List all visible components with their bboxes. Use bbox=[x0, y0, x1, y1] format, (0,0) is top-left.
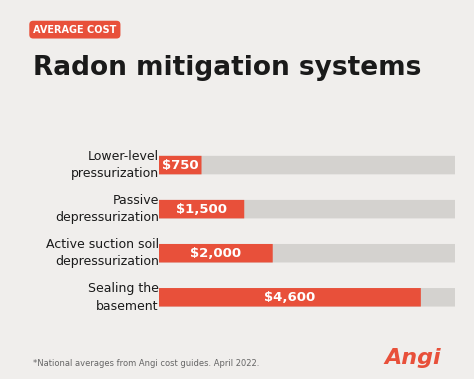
Text: *National averages from Angi cost guides. April 2022.: *National averages from Angi cost guides… bbox=[33, 359, 260, 368]
FancyBboxPatch shape bbox=[159, 200, 455, 218]
FancyBboxPatch shape bbox=[159, 156, 455, 174]
Text: Angi: Angi bbox=[384, 348, 441, 368]
FancyBboxPatch shape bbox=[159, 200, 244, 218]
Text: AVERAGE COST: AVERAGE COST bbox=[33, 25, 117, 34]
FancyBboxPatch shape bbox=[159, 288, 455, 307]
Text: Lower-level
pressurization: Lower-level pressurization bbox=[71, 150, 159, 180]
FancyBboxPatch shape bbox=[159, 288, 421, 307]
FancyBboxPatch shape bbox=[159, 156, 201, 174]
FancyBboxPatch shape bbox=[159, 244, 273, 263]
Text: $1,500: $1,500 bbox=[176, 203, 227, 216]
Text: Sealing the
basement: Sealing the basement bbox=[88, 282, 159, 313]
Text: Passive
depressurization: Passive depressurization bbox=[55, 194, 159, 224]
Text: $4,600: $4,600 bbox=[264, 291, 316, 304]
Text: $750: $750 bbox=[162, 158, 199, 172]
FancyBboxPatch shape bbox=[159, 244, 455, 263]
Text: Active suction soil
depressurization: Active suction soil depressurization bbox=[46, 238, 159, 268]
Text: $2,000: $2,000 bbox=[190, 247, 241, 260]
Text: Radon mitigation systems: Radon mitigation systems bbox=[33, 55, 421, 81]
